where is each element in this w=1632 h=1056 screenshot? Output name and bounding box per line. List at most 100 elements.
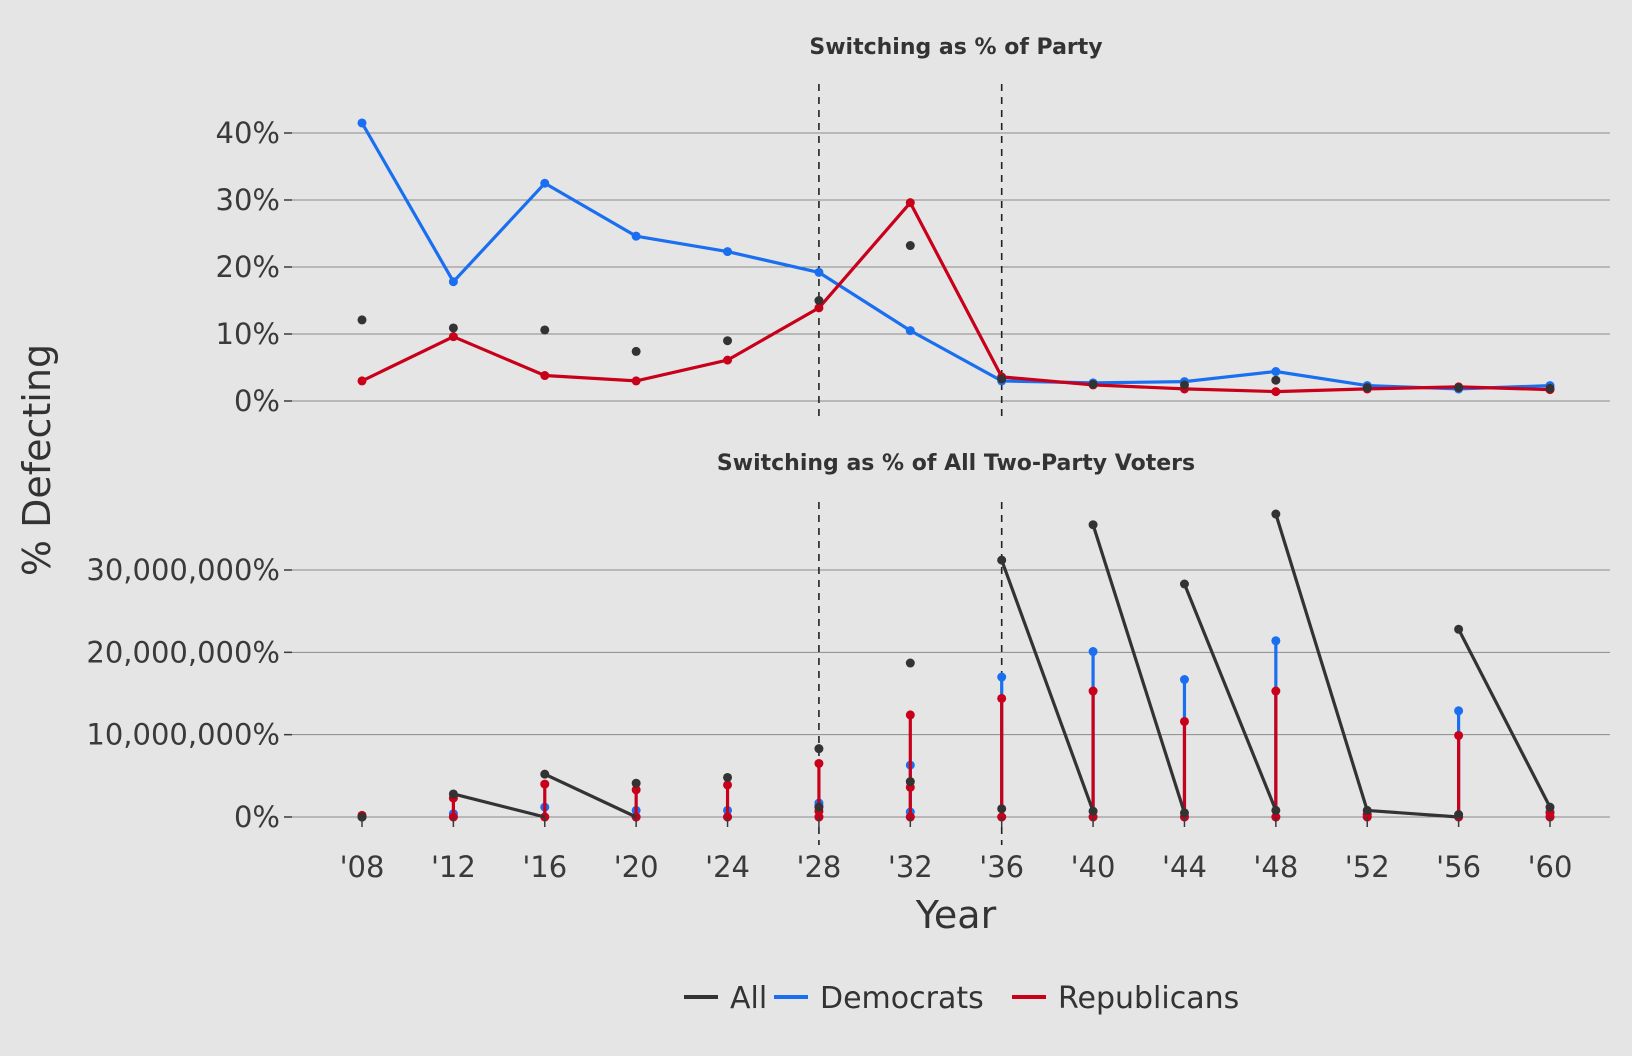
point-republicans: [448, 332, 458, 342]
x-tick-label: '28: [796, 850, 841, 884]
point-all: [631, 778, 641, 788]
x-tick-label: '40: [1071, 850, 1116, 884]
panel-party: Switching as % of Party 0% 10% 20% 30% 40%: [216, 35, 1610, 418]
point-republicans: [723, 355, 733, 365]
point-democrats: [357, 118, 367, 128]
x-tick-label: '36: [979, 850, 1024, 884]
point-all: [1088, 379, 1098, 389]
panel-all-voters: Switching as % of All Two-Party Voters 0%…: [86, 451, 1610, 845]
legend-label-democrats: Democrats: [820, 981, 984, 1016]
point-democrats: [448, 277, 458, 287]
point-all: [540, 325, 550, 335]
point-all: [1362, 383, 1372, 393]
all-segment: [452, 792, 546, 819]
y-tick-label: 40%: [216, 116, 280, 150]
y-tick-label: 30,000,000%: [86, 553, 280, 587]
point-all: [1271, 509, 1281, 519]
point-all: [1545, 802, 1555, 812]
x-tick-label: '60: [1528, 850, 1573, 884]
x-tick-label: '24: [705, 850, 750, 884]
point-democrats: [1271, 367, 1281, 377]
point-all: [997, 555, 1007, 565]
point-republicans: [540, 371, 550, 381]
point-republicans: [1179, 716, 1189, 726]
point-all: [905, 777, 915, 787]
point-democrats: [1271, 636, 1281, 646]
y-tick-label: 10%: [216, 317, 280, 351]
point-all: [448, 789, 458, 799]
y-tick-label: 20,000,000%: [86, 635, 280, 669]
point-all: [357, 315, 367, 325]
x-tick-label: '16: [522, 850, 567, 884]
point-all: [997, 374, 1007, 384]
series-line-republicans: [361, 201, 1551, 394]
point-all: [1179, 380, 1189, 390]
point-republicans: [905, 710, 915, 720]
point-all: [905, 241, 915, 251]
y-tick-label: 10,000,000%: [86, 718, 280, 752]
point-all: [1271, 375, 1281, 385]
y-axis-title: % Defecting: [15, 344, 59, 576]
legend: All Democrats Republicans: [684, 981, 1239, 1016]
x-tick-label: '48: [1253, 850, 1298, 884]
x-tick-label: '32: [888, 850, 933, 884]
y-tick-label: 0%: [234, 800, 280, 834]
point-republicans: [1271, 686, 1281, 696]
y-tick-label: 0%: [234, 384, 280, 418]
x-axis: '08 '12 '16 '20 '24 '28 '32 '36 '40 '44 '48 '52 '56 '…: [340, 817, 1573, 884]
point-all: [1088, 806, 1098, 816]
all-segment: [1091, 524, 1186, 814]
point-republicans: [631, 376, 641, 386]
y-tick-label: 20%: [216, 250, 280, 284]
point-all: [1454, 383, 1464, 393]
point-republicans: [814, 758, 824, 768]
x-tick-label: '56: [1436, 850, 1481, 884]
x-axis-title: Year: [915, 893, 997, 937]
all-segment: [1182, 583, 1278, 812]
point-all: [814, 744, 824, 754]
point-republicans: [997, 693, 1007, 703]
all-segment: [1000, 559, 1095, 812]
all-segment: [544, 772, 637, 819]
point-all: [814, 296, 824, 305]
point-all: [631, 346, 641, 356]
point-all: [1179, 808, 1189, 818]
point-all: [997, 804, 1007, 814]
point-democrats: [1088, 647, 1098, 657]
point-all: [723, 336, 733, 346]
all-segment: [1457, 628, 1552, 808]
point-republicans: [905, 198, 915, 208]
point-republicans: [723, 780, 733, 790]
x-tick-label: '20: [614, 850, 659, 884]
point-democrats: [1454, 706, 1464, 716]
point-all: [448, 323, 458, 333]
point-republicans: [631, 785, 641, 795]
point-all: [1454, 810, 1464, 820]
legend-label-republicans: Republicans: [1058, 981, 1239, 1016]
point-republicans: [357, 376, 367, 386]
point-democrats: [905, 326, 915, 336]
x-tick-label: '52: [1345, 850, 1390, 884]
x-tick-label: '12: [431, 850, 476, 884]
point-democrats: [1179, 675, 1189, 685]
point-all: [905, 658, 915, 668]
panel-title: Switching as % of Party: [809, 35, 1102, 60]
point-republicans: [814, 303, 824, 313]
x-tick-label: '44: [1162, 850, 1207, 884]
point-all: [1454, 624, 1464, 634]
all-segment: [1367, 808, 1459, 819]
point-republicans: [540, 779, 550, 789]
point-all: [814, 802, 824, 812]
point-republicans: [1088, 686, 1098, 696]
point-all: [540, 769, 550, 779]
point-all: [1362, 805, 1372, 815]
point-all: [1545, 383, 1555, 393]
point-all: [723, 772, 733, 782]
point-democrats: [814, 267, 824, 277]
panel-title: Switching as % of All Two-Party Voters: [717, 451, 1195, 476]
point-all: [1088, 520, 1098, 530]
y-tick-label: 30%: [216, 183, 280, 217]
series-line-democrats: [360, 122, 1551, 391]
